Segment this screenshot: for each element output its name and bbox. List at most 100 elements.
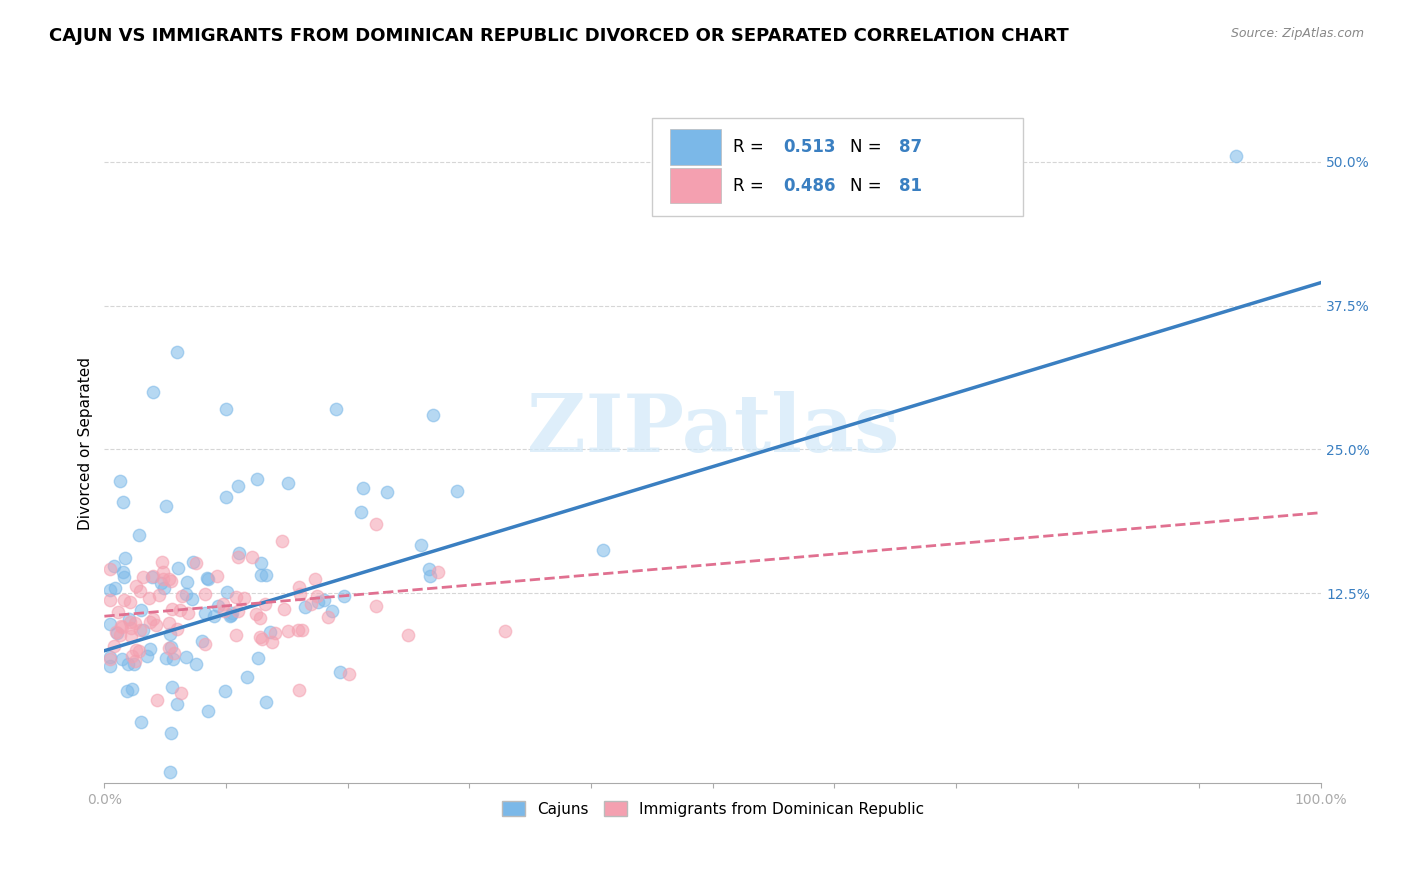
Point <box>107 626 129 640</box>
Point <box>124 654 146 668</box>
Point <box>307 589 329 603</box>
Point <box>157 615 180 630</box>
Point <box>277 476 299 491</box>
Text: 0.513: 0.513 <box>783 138 835 156</box>
Point <box>494 624 516 638</box>
Point <box>162 652 184 666</box>
Point <box>304 572 326 586</box>
Point <box>174 649 197 664</box>
Point <box>260 634 283 648</box>
Point <box>191 634 214 648</box>
Point <box>212 604 235 618</box>
Point <box>100 617 122 632</box>
Point <box>592 542 614 557</box>
Point <box>142 611 165 625</box>
Point <box>294 599 316 614</box>
Point <box>422 408 444 422</box>
Point <box>263 626 285 640</box>
Point <box>112 570 135 584</box>
Point <box>181 555 204 569</box>
Point <box>202 608 225 623</box>
Point <box>446 484 468 499</box>
Point <box>396 628 419 642</box>
Point <box>254 695 277 709</box>
Point <box>273 602 295 616</box>
Point <box>142 384 165 399</box>
Point <box>1225 149 1247 163</box>
Point <box>128 643 150 657</box>
Point <box>111 652 134 666</box>
Point <box>212 597 235 611</box>
Text: Source: ZipAtlas.com: Source: ZipAtlas.com <box>1230 27 1364 40</box>
Point <box>259 625 281 640</box>
Text: 81: 81 <box>898 177 922 194</box>
Point <box>125 579 148 593</box>
Text: N =: N = <box>851 177 887 194</box>
Point <box>377 485 399 500</box>
Point <box>194 637 217 651</box>
Point <box>157 572 180 586</box>
Point <box>100 649 122 664</box>
Point <box>145 693 167 707</box>
Point <box>236 670 259 684</box>
Point <box>152 565 174 579</box>
Point <box>142 569 165 583</box>
Point <box>250 556 273 570</box>
Point <box>307 595 329 609</box>
Point <box>115 684 138 698</box>
Point <box>100 562 122 576</box>
Point <box>214 684 236 698</box>
Point <box>163 646 186 660</box>
Point <box>114 592 136 607</box>
Point <box>197 572 219 586</box>
Point <box>100 592 122 607</box>
Point <box>125 643 148 657</box>
Point <box>132 570 155 584</box>
Point <box>149 576 172 591</box>
FancyBboxPatch shape <box>671 168 721 203</box>
Point <box>287 682 309 697</box>
Point <box>316 610 339 624</box>
Point <box>321 603 343 617</box>
Point <box>107 606 129 620</box>
Point <box>333 589 356 603</box>
Point <box>350 505 373 519</box>
Point <box>325 402 347 417</box>
Point <box>110 619 132 633</box>
Point <box>169 603 191 617</box>
Point <box>103 640 125 654</box>
Text: 0.486: 0.486 <box>783 177 835 194</box>
Point <box>215 490 238 504</box>
Point <box>105 624 128 639</box>
Point <box>159 627 181 641</box>
Point <box>176 606 198 620</box>
Point <box>250 632 273 647</box>
Point <box>155 650 177 665</box>
Point <box>250 567 273 582</box>
Point <box>150 555 173 569</box>
Point <box>167 561 190 575</box>
Text: R =: R = <box>734 177 769 194</box>
Point <box>128 528 150 542</box>
Point <box>100 652 122 666</box>
Point <box>155 499 177 513</box>
Legend: Cajuns, Immigrants from Dominican Republic: Cajuns, Immigrants from Dominican Republ… <box>495 795 929 823</box>
Point <box>194 587 217 601</box>
Point <box>409 537 432 551</box>
Point <box>152 572 174 586</box>
Point <box>100 658 122 673</box>
Text: 87: 87 <box>898 138 922 156</box>
Point <box>138 591 160 605</box>
Point <box>249 630 271 644</box>
Point <box>329 665 352 679</box>
Point <box>139 642 162 657</box>
Point <box>157 640 180 655</box>
Point <box>118 595 141 609</box>
Point <box>129 584 152 599</box>
Point <box>186 556 208 570</box>
Point <box>287 623 309 637</box>
Point <box>249 611 271 625</box>
Point <box>166 344 188 359</box>
Point <box>291 623 314 637</box>
Point <box>226 549 249 564</box>
